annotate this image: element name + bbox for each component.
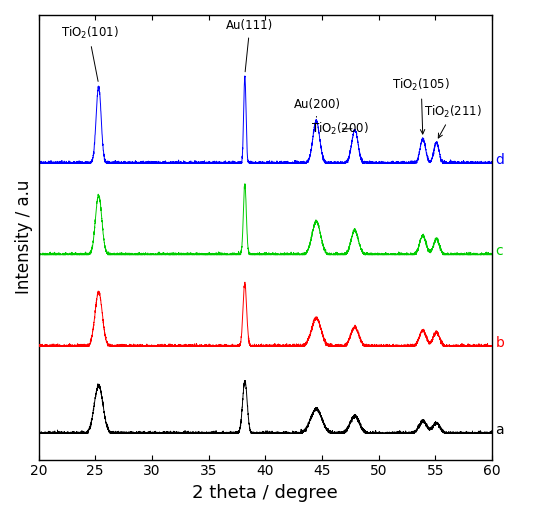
Y-axis label: Intensity / a.u: Intensity / a.u	[15, 180, 33, 295]
Text: TiO$_2$(105): TiO$_2$(105)	[392, 78, 450, 134]
Text: TiO$_2$(200): TiO$_2$(200)	[311, 121, 369, 137]
Text: TiO$_2$(101): TiO$_2$(101)	[61, 25, 119, 81]
Text: TiO$_2$(211): TiO$_2$(211)	[424, 103, 482, 138]
X-axis label: 2 theta / degree: 2 theta / degree	[193, 484, 338, 502]
Text: a: a	[495, 423, 504, 437]
Text: d: d	[495, 153, 505, 166]
Text: Au(200): Au(200)	[294, 98, 341, 117]
Text: Au(111): Au(111)	[226, 20, 273, 72]
Text: c: c	[495, 244, 503, 258]
Text: b: b	[495, 336, 505, 350]
